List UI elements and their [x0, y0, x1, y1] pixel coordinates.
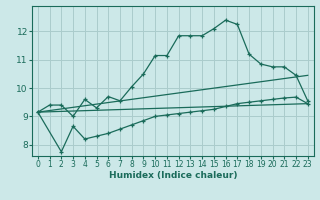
X-axis label: Humidex (Indice chaleur): Humidex (Indice chaleur): [108, 171, 237, 180]
